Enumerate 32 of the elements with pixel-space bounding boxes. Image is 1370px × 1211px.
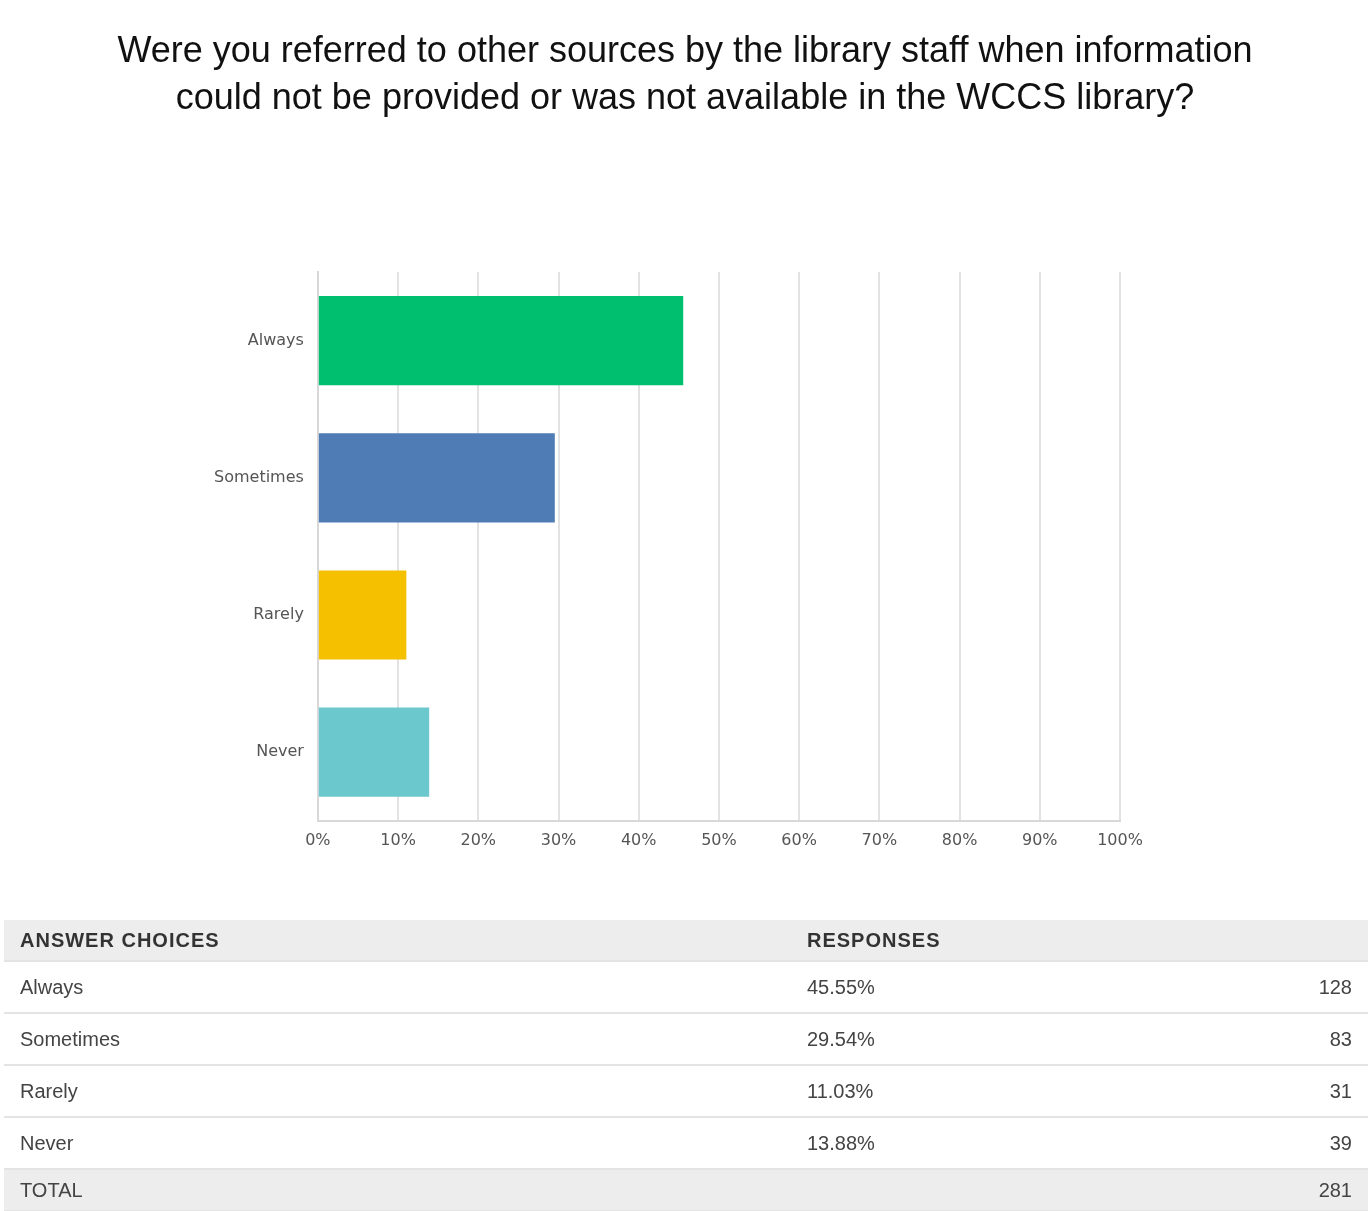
- category-label: Never: [20, 1131, 74, 1154]
- category-label: Rarely: [20, 1079, 78, 1102]
- x-tick-label: 0%: [305, 829, 331, 849]
- category-label: Sometimes: [20, 1027, 121, 1050]
- x-tick-label: 60%: [781, 829, 817, 849]
- y-tick-label: Rarely: [253, 604, 304, 624]
- text: TOTAL: [4, 1169, 1140, 1211]
- text: 128: [1139, 961, 1368, 1013]
- x-tick-label: 20%: [460, 829, 497, 849]
- y-tick-label: Sometimes: [214, 466, 304, 486]
- x-tick-label: 30%: [540, 829, 577, 849]
- x-tick-label: 100%: [1097, 829, 1143, 849]
- x-tick-label: 70%: [861, 829, 898, 849]
- x-tick-label: 90%: [1022, 829, 1058, 849]
- text: RESPONSES: [791, 920, 1368, 961]
- chart-title: Were you referred to other sources by the library staff when information could not be provided or was not available in the WCCS library?: [116, 28, 1254, 119]
- x-tick-label: 10%: [380, 829, 416, 849]
- x-tick-label: 50%: [701, 829, 737, 849]
- x-tick-label: 40%: [620, 829, 657, 849]
- y-tick-label: Never: [256, 741, 305, 761]
- text: 281: [1139, 1169, 1368, 1211]
- text: 39: [1139, 1117, 1368, 1169]
- y-tick-label: Always: [247, 329, 304, 349]
- text: 11.03%: [791, 1065, 1140, 1117]
- text: ANSWER CHOICES: [4, 920, 791, 961]
- text: 31: [1139, 1065, 1368, 1117]
- x-tick-label: 80%: [941, 829, 978, 849]
- text: 83: [1139, 1013, 1368, 1065]
- text: 45.55%: [791, 961, 1140, 1013]
- category-label: Always: [20, 975, 84, 998]
- text: 13.88%: [791, 1117, 1140, 1169]
- text: 29.54%: [791, 1013, 1140, 1065]
